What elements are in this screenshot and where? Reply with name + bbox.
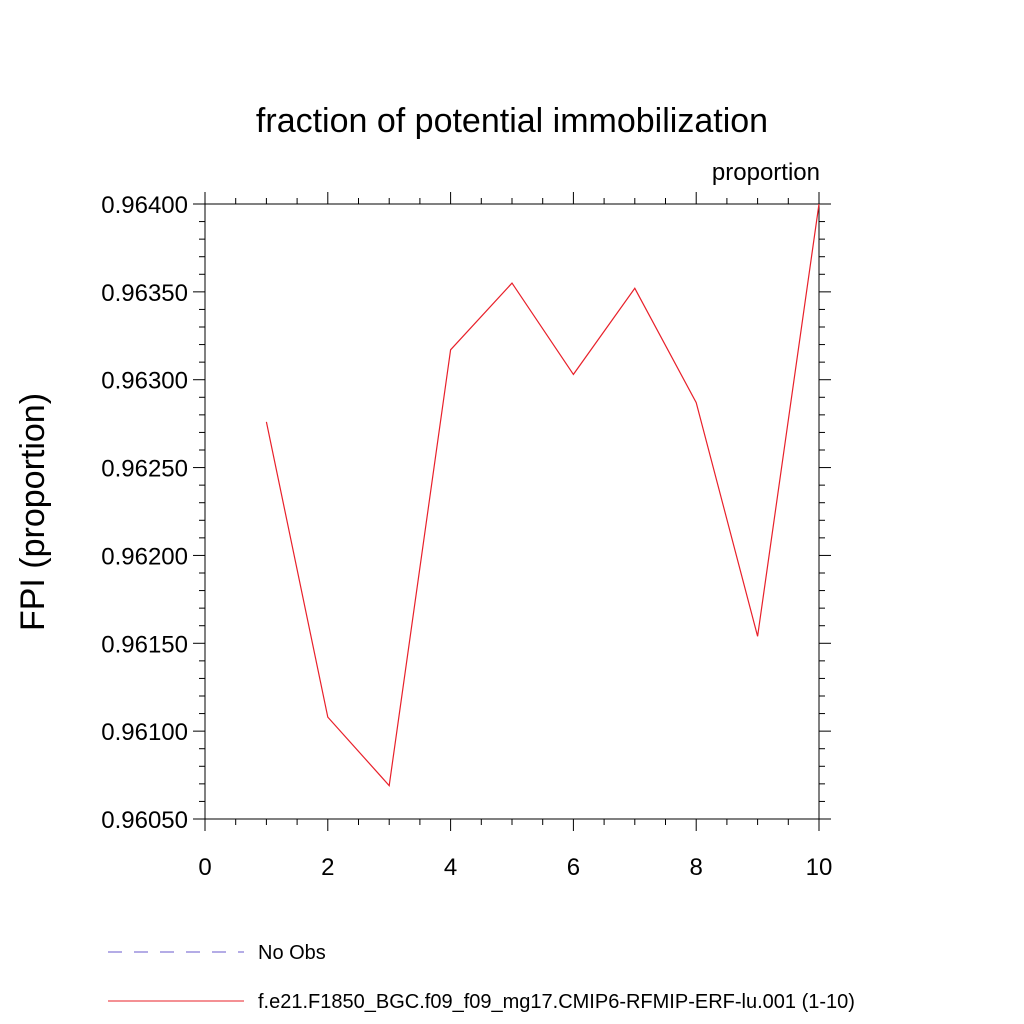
- x-tick-label: 4: [444, 854, 457, 881]
- axis-tick-labels: 0 2 4 6 8 10 0.96050 0.96100 0.96150 0.96200 0.962…: [101, 192, 832, 881]
- x-tick-label: 0: [198, 854, 211, 881]
- units-label: proportion: [712, 159, 820, 186]
- legend-label: f.e21.F1850_BGC.f09_f09_mg17.CMIP6-RFMIP…: [258, 991, 855, 1013]
- y-tick-label: 0.96200: [101, 543, 188, 570]
- legend: No Obs f.e21.F1850_BGC.f09_f09_mg17.CMIP6…: [108, 942, 855, 1013]
- y-tick-label: 0.96100: [101, 719, 188, 746]
- y-tick-label: 0.96350: [101, 280, 188, 307]
- x-tick-label: 6: [567, 854, 580, 881]
- x-tick-label: 10: [806, 854, 833, 881]
- y-tick-label: 0.96150: [101, 631, 188, 658]
- axis-ticks: [193, 192, 831, 831]
- y-axis-label: FPI (proportion): [14, 393, 52, 631]
- series-group: [265, 203, 820, 787]
- y-tick-label: 0.96300: [101, 368, 188, 395]
- x-tick-label: 8: [690, 854, 703, 881]
- x-tick-label: 2: [321, 854, 334, 881]
- chart-title: fraction of potential immobilization: [256, 102, 768, 140]
- legend-label: No Obs: [258, 942, 326, 964]
- y-tick-label: 0.96250: [101, 456, 188, 483]
- y-tick-label: 0.96050: [101, 807, 188, 834]
- y-tick-label: 0.96400: [101, 192, 188, 219]
- plot-frame: [204, 203, 820, 820]
- series-line: [265, 203, 820, 787]
